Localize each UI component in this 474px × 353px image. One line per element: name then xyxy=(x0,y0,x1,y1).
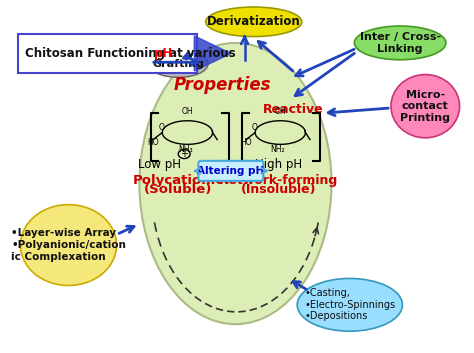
Text: •Layer-wise Array
•Polyanionic/cation
ic Complexation: •Layer-wise Array •Polyanionic/cation ic… xyxy=(11,228,126,262)
Text: OH: OH xyxy=(182,107,193,116)
Text: Altering pH: Altering pH xyxy=(197,166,264,176)
Text: NH₂: NH₂ xyxy=(271,145,285,154)
Text: Properties: Properties xyxy=(173,76,271,94)
Ellipse shape xyxy=(391,74,460,138)
Polygon shape xyxy=(194,36,231,71)
Text: Network-forming: Network-forming xyxy=(219,174,338,186)
Ellipse shape xyxy=(206,7,302,37)
Text: NH₃: NH₃ xyxy=(178,145,192,154)
FancyBboxPatch shape xyxy=(18,34,197,73)
Text: pH: pH xyxy=(155,47,173,60)
Text: Inter / Cross-
Linking: Inter / Cross- Linking xyxy=(360,32,441,54)
Text: O: O xyxy=(251,123,257,132)
Text: (Insoluble): (Insoluble) xyxy=(241,183,317,196)
Ellipse shape xyxy=(148,50,208,77)
Text: +: + xyxy=(180,149,188,159)
Text: Reactive: Reactive xyxy=(263,103,324,116)
Text: Grafting: Grafting xyxy=(152,59,204,69)
Text: OH: OH xyxy=(274,107,286,116)
Text: O: O xyxy=(158,123,164,132)
Text: (Soluble): (Soluble) xyxy=(144,183,212,196)
Text: •Casting,
•Electro-Spinnings
•Depositions: •Casting, •Electro-Spinnings •Deposition… xyxy=(304,288,395,322)
Ellipse shape xyxy=(20,205,117,286)
Ellipse shape xyxy=(297,279,402,331)
Text: Micro-
contact
Printing: Micro- contact Printing xyxy=(400,90,450,123)
Text: Polycationic: Polycationic xyxy=(133,174,224,186)
Ellipse shape xyxy=(355,26,446,60)
Ellipse shape xyxy=(139,43,331,324)
Text: Chitosan Functioning at various: Chitosan Functioning at various xyxy=(25,47,240,60)
Text: Low pH: Low pH xyxy=(138,158,182,171)
Text: HO: HO xyxy=(147,138,159,147)
Text: High pH: High pH xyxy=(255,158,302,171)
Text: HO: HO xyxy=(240,138,252,147)
Text: Derivatization: Derivatization xyxy=(207,15,301,28)
FancyBboxPatch shape xyxy=(199,161,264,181)
